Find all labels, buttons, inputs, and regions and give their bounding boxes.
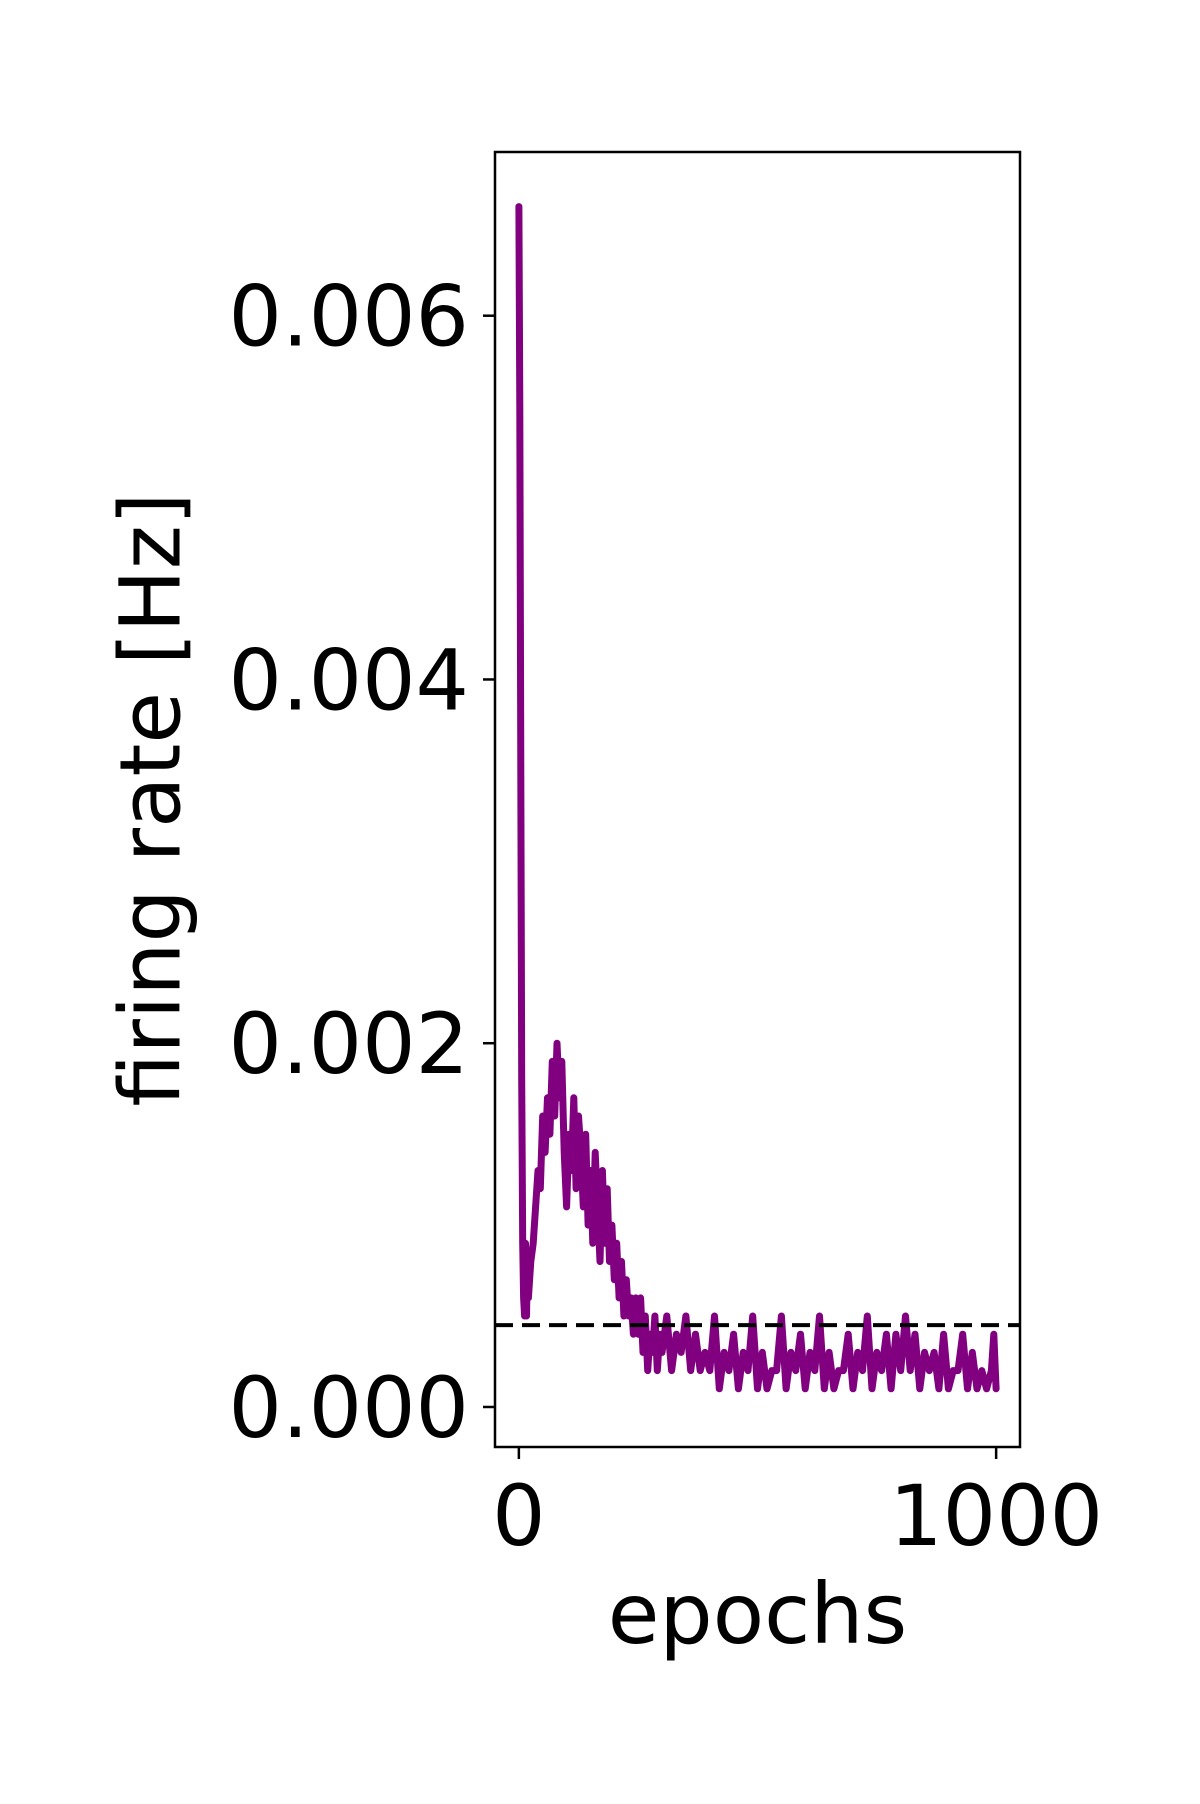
x-tick-label: 0 — [492, 1467, 545, 1565]
plot-layer — [515, 203, 1000, 1393]
y-tick-label: 0.002 — [229, 995, 469, 1093]
y-tick-label: 0.004 — [229, 631, 469, 729]
y-tick-layer: 0.000 0.002 0.004 0.006 — [229, 268, 495, 1457]
plot-frame — [493, 150, 1022, 1449]
x-tick-layer: 0 1000 — [492, 1447, 1103, 1565]
y-tick-label: 0.006 — [229, 268, 469, 366]
series-line-0 — [515, 203, 1000, 1393]
x-axis-label: epochs — [608, 1565, 908, 1663]
y-tick-label: 0.000 — [229, 1359, 469, 1457]
x-tick-label: 1000 — [889, 1467, 1103, 1565]
y-axis-label: firing rate [Hz] — [101, 492, 199, 1106]
